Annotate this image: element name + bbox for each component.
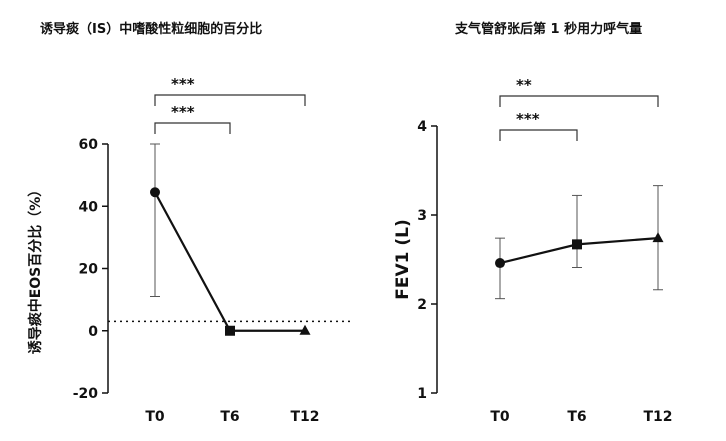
eos-chart: -20 0 20 40 60 T0 T6 T12 诱导痰中EOS百分比（%） *** *** (27, 75, 352, 425)
y-axis-label: FEV1 (L) (393, 219, 413, 300)
data-point-triangle (652, 232, 664, 243)
significance-label: *** (516, 110, 540, 128)
y-tick-label: 3 (417, 208, 427, 224)
significance-bracket (154, 94, 306, 106)
significance-label: *** (171, 103, 195, 121)
y-tick-label: 40 (79, 199, 99, 215)
x-tick-label: T6 (567, 409, 586, 425)
y-tick-label: 60 (79, 137, 99, 153)
data-point-square (572, 239, 582, 250)
significance-bracket (499, 129, 578, 141)
series-line (154, 191, 305, 332)
y-tick-label: 0 (88, 324, 98, 340)
significance-label: ** (516, 76, 532, 94)
x-tick-label: T12 (643, 409, 672, 425)
data-point-circle (150, 187, 160, 198)
y-tick-label: 1 (417, 386, 427, 402)
y-tick-label: 2 (417, 297, 427, 313)
significance-bracket (154, 122, 231, 134)
x-tick-label: T6 (220, 409, 239, 425)
right-chart-title: 支气管舒张后第 1 秒用力呼气量 (455, 22, 643, 37)
y-axis-label: 诱导痰中EOS百分比（%） (27, 183, 44, 355)
y-tick-label: 4 (417, 119, 427, 135)
left-chart-title: 诱导痰（IS）中嗜酸性粒细胞的百分比 (40, 22, 263, 37)
data-point-square (225, 325, 235, 336)
significance-bracket (499, 95, 659, 107)
significance-label: *** (171, 75, 195, 93)
y-tick-label: -20 (73, 386, 99, 402)
x-tick-label: T0 (490, 409, 510, 425)
data-point-triangle (299, 324, 311, 335)
x-tick-label: T12 (290, 409, 319, 425)
data-point-circle (495, 258, 505, 269)
y-tick-label: 20 (79, 262, 99, 278)
x-tick-label: T0 (145, 409, 165, 425)
